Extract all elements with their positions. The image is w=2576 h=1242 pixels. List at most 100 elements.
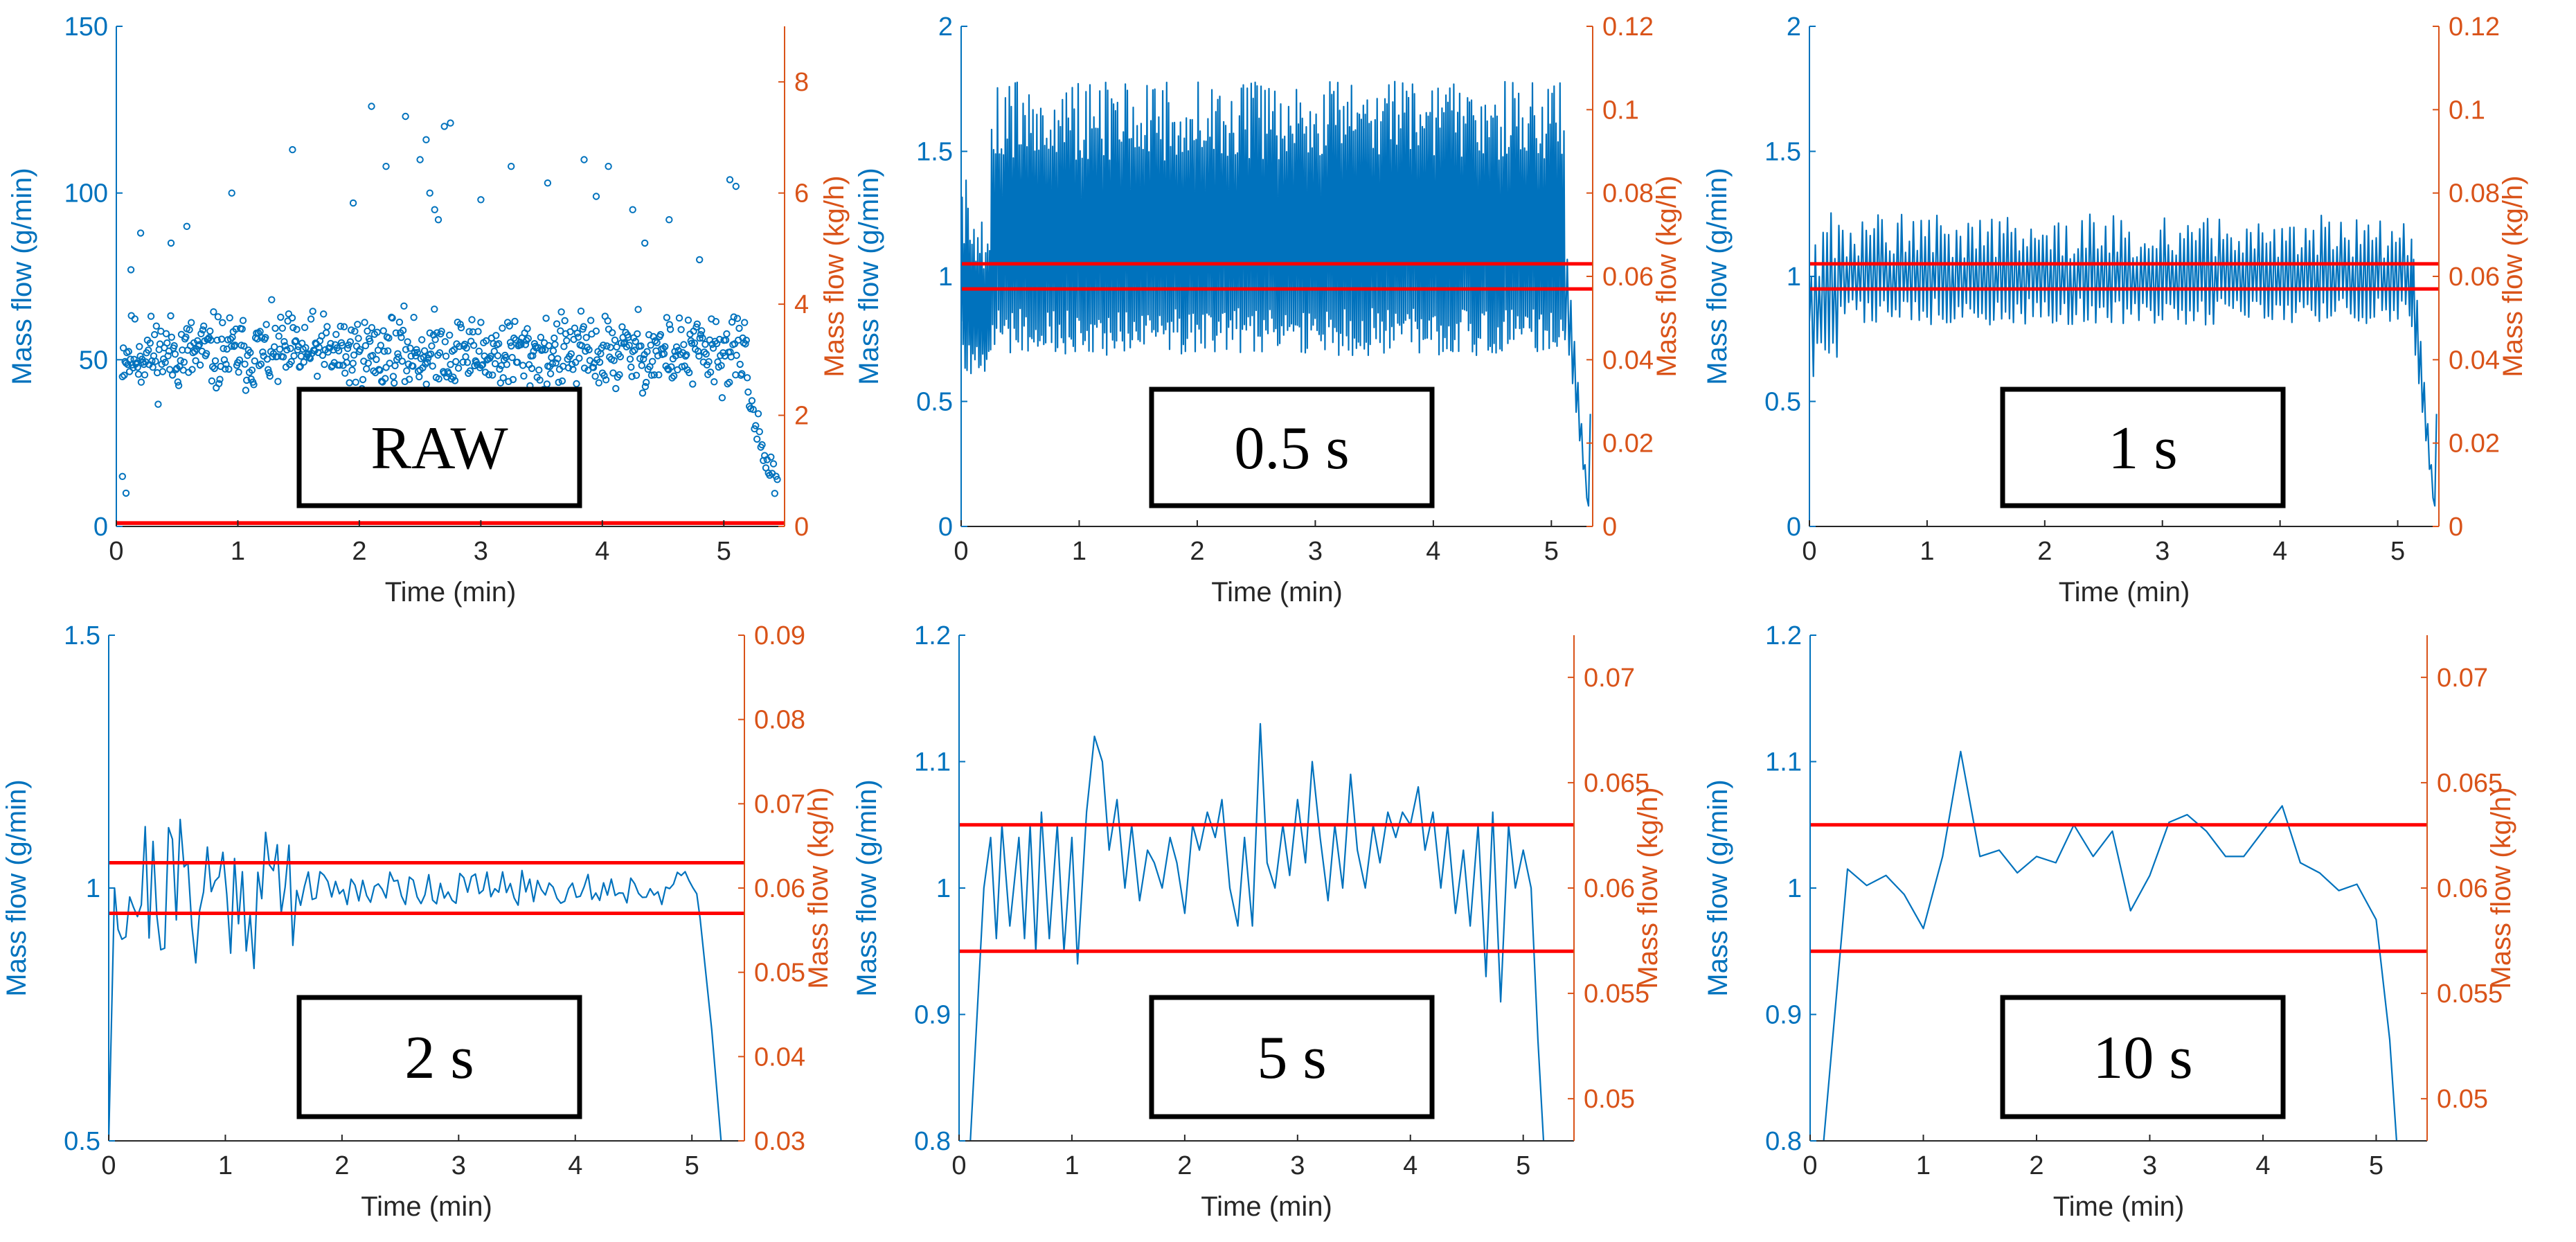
- data-point: [438, 328, 445, 335]
- data-point: [675, 314, 683, 322]
- data-point: [663, 314, 671, 321]
- data-series: [1823, 750, 2397, 1141]
- data-point: [574, 333, 582, 341]
- data-point: [164, 352, 172, 360]
- data-point: [611, 336, 619, 344]
- data-point: [670, 372, 678, 380]
- data-point: [465, 328, 473, 335]
- y-right-axis-title: Mass flow (kg/h): [2486, 787, 2516, 988]
- data-point: [545, 341, 553, 350]
- data-point: [134, 364, 141, 371]
- outlier-point: [228, 189, 235, 197]
- panel-label-frame: [296, 995, 582, 1119]
- y-right-tick-label: 0.07: [2437, 664, 2488, 693]
- data-point: [354, 321, 361, 328]
- data-point: [321, 360, 328, 369]
- data-point: [287, 357, 295, 366]
- data-point: [342, 353, 350, 361]
- data-point: [447, 375, 455, 383]
- data-point: [706, 369, 715, 376]
- panel-label-text: 0.5 s: [1234, 415, 1349, 482]
- data-point: [535, 366, 543, 374]
- data-point: [514, 358, 521, 366]
- y-right-tick-label: 0.08: [754, 706, 805, 735]
- panel-label-text: 5 s: [1257, 1024, 1326, 1092]
- panel-label-box: 5 s: [1149, 995, 1435, 1119]
- data-point: [283, 346, 291, 354]
- data-point: [672, 343, 681, 351]
- x-tick-label: 2: [352, 537, 366, 566]
- data-point: [524, 335, 532, 342]
- data-point: [415, 373, 423, 381]
- x-axis-title: Time (min): [361, 1191, 492, 1222]
- outlier-point: [629, 206, 636, 213]
- data-point: [566, 328, 574, 336]
- panel-label-frame: [1149, 995, 1435, 1119]
- data-point: [431, 336, 439, 344]
- data-point: [511, 317, 519, 326]
- outlier-point: [447, 119, 454, 127]
- x-tick-label: 5: [1516, 1151, 1530, 1180]
- data-point: [461, 340, 469, 348]
- data-point: [506, 322, 513, 330]
- data-point: [456, 321, 464, 328]
- data-point: [215, 380, 223, 387]
- data-point: [718, 394, 726, 402]
- data-point: [600, 372, 608, 380]
- data-point: [280, 338, 288, 346]
- data-point: [241, 360, 249, 368]
- outlier-point: [426, 189, 433, 197]
- data-point: [235, 356, 244, 364]
- data-point: [551, 334, 558, 342]
- y-right-tick-label: 0.06: [1584, 874, 1635, 903]
- y-left-tick-label: 1.5: [64, 621, 100, 650]
- data-point: [243, 376, 251, 384]
- data-point: [238, 325, 246, 333]
- data-point: [385, 334, 393, 342]
- data-point: [259, 348, 267, 356]
- data-point: [296, 362, 304, 371]
- x-tick-label: 5: [717, 537, 731, 566]
- data-point: [558, 377, 566, 385]
- data-point: [457, 323, 465, 332]
- data-point: [433, 329, 441, 337]
- data-point: [656, 330, 665, 339]
- data-point: [700, 348, 708, 356]
- panel-label-box: 2 s: [296, 995, 582, 1119]
- data-point: [542, 346, 549, 354]
- y-right-tick-label: 0.08: [2449, 179, 2500, 209]
- data-point: [712, 318, 720, 326]
- data-point: [125, 368, 134, 375]
- data-point: [170, 341, 178, 350]
- outlier-point: [544, 179, 552, 187]
- data-point: [643, 378, 650, 387]
- y-right-tick-label: 0.065: [2437, 769, 2503, 798]
- data-point: [653, 339, 661, 346]
- y-right-tick-label: 0.06: [2437, 874, 2488, 903]
- data-point: [542, 314, 550, 322]
- data-point: [482, 337, 490, 345]
- data-point: [616, 371, 623, 379]
- y-right-tick-label: 0.1: [1602, 96, 1639, 125]
- data-point: [290, 352, 298, 360]
- y-right-tick-label: 0.02: [2449, 429, 2500, 459]
- data-point: [485, 371, 493, 379]
- data-point: [174, 378, 181, 386]
- outlier-point: [118, 472, 127, 480]
- data-point: [292, 337, 300, 345]
- data-point: [754, 410, 762, 418]
- data-point: [175, 382, 183, 389]
- data-point: [539, 346, 546, 353]
- data-point: [736, 360, 744, 369]
- data-point: [650, 371, 658, 379]
- data-point: [600, 341, 607, 349]
- x-tick-label: 0: [1803, 1151, 1817, 1180]
- data-point: [403, 367, 411, 375]
- y-right-tick-label: 2: [794, 402, 809, 431]
- data-point: [256, 362, 263, 369]
- data-point: [213, 336, 221, 344]
- data-point: [384, 347, 392, 355]
- y-right-tick-label: 0.07: [754, 790, 805, 819]
- data-point: [122, 359, 130, 367]
